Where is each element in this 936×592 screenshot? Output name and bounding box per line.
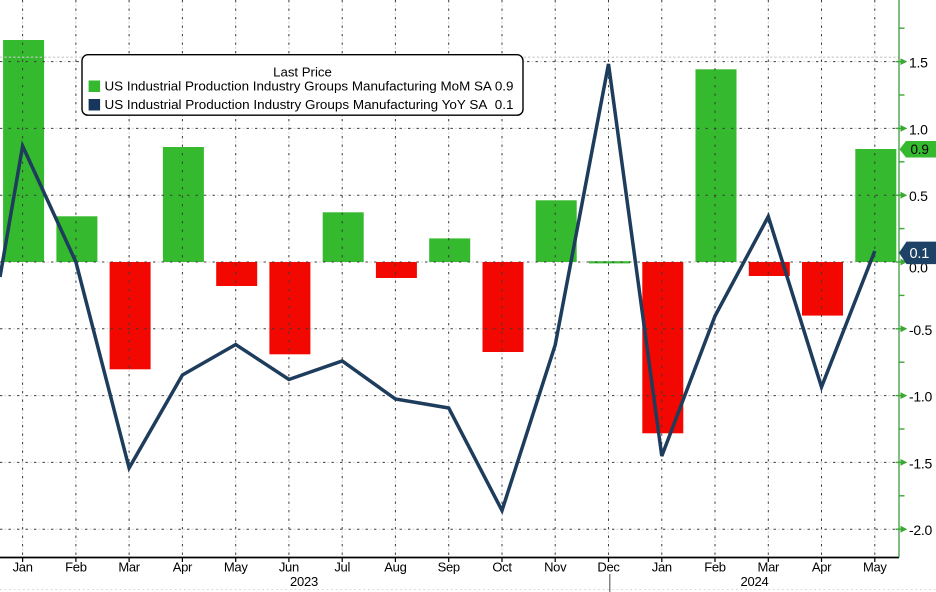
svg-text:2023: 2023 <box>290 574 318 589</box>
svg-text:-1.0: -1.0 <box>909 389 932 405</box>
svg-text:-2.0: -2.0 <box>909 522 932 538</box>
svg-text:Jun: Jun <box>279 560 299 575</box>
svg-text:Mar: Mar <box>758 560 780 575</box>
svg-text:Oct: Oct <box>492 560 512 575</box>
svg-text:US Industrial Production Indus: US Industrial Production Industry Groups… <box>105 79 514 94</box>
svg-text:Nov: Nov <box>544 560 567 575</box>
svg-text:Last Price: Last Price <box>273 65 332 80</box>
svg-text:Aug: Aug <box>384 560 406 575</box>
svg-text:0.5: 0.5 <box>909 188 928 204</box>
svg-text:US Industrial Production Indus: US Industrial Production Industry Groups… <box>105 97 514 112</box>
svg-text:May: May <box>863 560 887 575</box>
svg-text:Jan: Jan <box>652 560 672 575</box>
svg-text:1.0: 1.0 <box>909 121 928 137</box>
svg-text:May: May <box>224 560 248 575</box>
svg-text:Apr: Apr <box>812 560 832 575</box>
svg-text:Jan: Jan <box>13 560 33 575</box>
svg-text:0.9: 0.9 <box>911 142 929 157</box>
svg-text:Sep: Sep <box>438 560 460 575</box>
svg-text:Feb: Feb <box>704 560 726 575</box>
svg-text:Dec: Dec <box>597 560 620 575</box>
svg-text:-1.5: -1.5 <box>909 455 932 471</box>
svg-text:Mar: Mar <box>118 560 140 575</box>
svg-text:-0.5: -0.5 <box>909 322 932 338</box>
svg-text:1.5: 1.5 <box>909 55 928 71</box>
svg-text:0.1: 0.1 <box>910 246 930 262</box>
svg-text:Jul: Jul <box>334 560 350 575</box>
svg-text:Apr: Apr <box>173 560 193 575</box>
svg-text:Feb: Feb <box>65 560 87 575</box>
svg-text:2024: 2024 <box>740 574 768 589</box>
